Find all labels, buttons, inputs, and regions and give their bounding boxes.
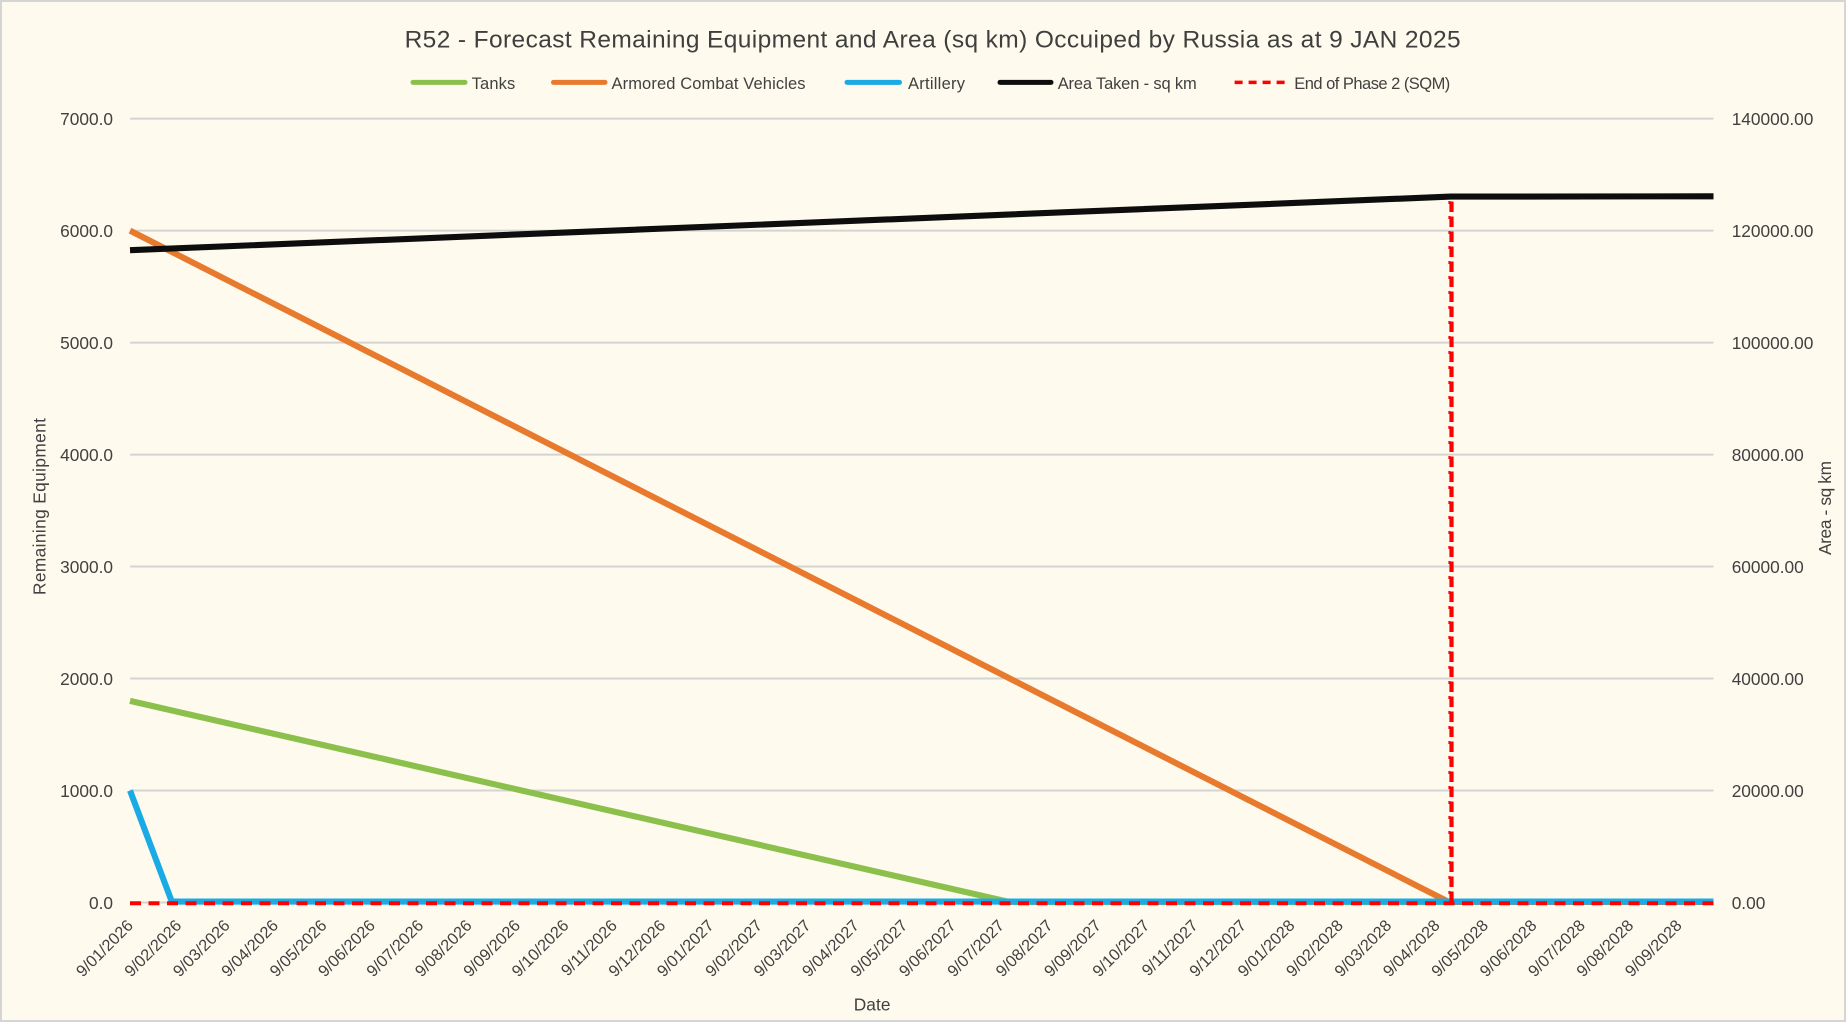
svg-text:R52 - Forecast Remaining Equip: R52 - Forecast Remaining Equipment and A… [405,26,1461,53]
svg-text:Area - sq km: Area - sq km [1815,461,1835,555]
svg-text:Armored Combat Vehicles: Armored Combat Vehicles [612,75,806,93]
svg-text:Artillery: Artillery [908,75,966,93]
svg-text:2000.0: 2000.0 [60,669,113,689]
svg-text:40000.00: 40000.00 [1732,669,1804,689]
svg-text:20000.00: 20000.00 [1732,781,1804,801]
svg-text:4000.0: 4000.0 [60,445,113,465]
svg-text:3000.0: 3000.0 [60,557,113,577]
svg-text:Date: Date [854,995,891,1015]
svg-text:120000.00: 120000.00 [1732,221,1814,241]
svg-text:60000.00: 60000.00 [1732,557,1804,577]
svg-text:0.00: 0.00 [1732,893,1766,913]
svg-text:Remaining Equipment: Remaining Equipment [30,418,50,595]
svg-text:End of Phase 2 (SQM): End of Phase 2 (SQM) [1294,75,1450,93]
svg-text:100000.00: 100000.00 [1732,333,1814,353]
svg-text:Tanks: Tanks [472,75,516,93]
svg-text:0.0: 0.0 [89,893,113,913]
svg-text:140000.00: 140000.00 [1732,109,1814,129]
svg-text:7000.0: 7000.0 [60,109,113,129]
svg-text:5000.0: 5000.0 [60,333,113,353]
svg-text:80000.00: 80000.00 [1732,445,1804,465]
svg-text:6000.0: 6000.0 [60,221,113,241]
svg-text:Area Taken - sq km: Area Taken - sq km [1058,75,1197,93]
svg-text:1000.0: 1000.0 [60,781,113,801]
